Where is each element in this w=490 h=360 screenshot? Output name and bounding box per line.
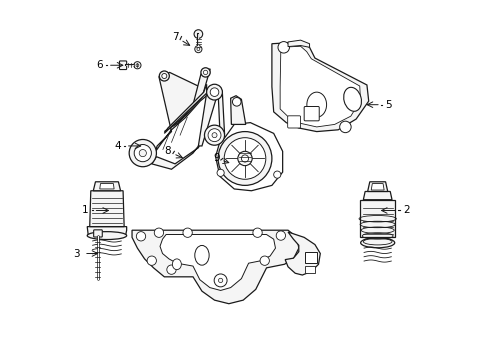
Circle shape bbox=[274, 171, 281, 178]
Circle shape bbox=[276, 231, 286, 240]
Ellipse shape bbox=[361, 238, 395, 248]
Circle shape bbox=[154, 228, 164, 237]
Polygon shape bbox=[164, 84, 207, 134]
Circle shape bbox=[238, 151, 252, 166]
Polygon shape bbox=[361, 200, 395, 237]
Text: 2: 2 bbox=[403, 206, 410, 216]
Circle shape bbox=[129, 139, 156, 167]
Text: 4: 4 bbox=[114, 141, 121, 151]
Circle shape bbox=[210, 88, 219, 96]
Circle shape bbox=[134, 144, 151, 162]
Polygon shape bbox=[87, 226, 126, 235]
FancyBboxPatch shape bbox=[94, 230, 102, 237]
Circle shape bbox=[217, 169, 224, 176]
Circle shape bbox=[253, 228, 262, 237]
Polygon shape bbox=[272, 42, 368, 132]
Circle shape bbox=[208, 129, 221, 141]
Ellipse shape bbox=[343, 87, 362, 111]
Circle shape bbox=[224, 138, 266, 179]
Circle shape bbox=[340, 121, 351, 133]
Text: 5: 5 bbox=[385, 100, 392, 110]
FancyBboxPatch shape bbox=[120, 61, 126, 69]
Circle shape bbox=[197, 48, 200, 50]
Text: 8: 8 bbox=[165, 146, 171, 156]
Ellipse shape bbox=[172, 259, 181, 270]
Ellipse shape bbox=[307, 92, 326, 117]
Polygon shape bbox=[280, 46, 361, 127]
FancyBboxPatch shape bbox=[288, 116, 300, 128]
Circle shape bbox=[136, 64, 139, 67]
Polygon shape bbox=[160, 234, 275, 291]
Text: 9: 9 bbox=[213, 153, 220, 163]
Polygon shape bbox=[100, 184, 114, 189]
Polygon shape bbox=[371, 184, 384, 190]
Circle shape bbox=[136, 231, 146, 241]
Polygon shape bbox=[153, 72, 211, 157]
Polygon shape bbox=[152, 134, 204, 169]
Text: 7: 7 bbox=[172, 32, 178, 41]
Text: 6: 6 bbox=[97, 60, 103, 70]
Ellipse shape bbox=[195, 246, 209, 265]
Circle shape bbox=[134, 62, 141, 69]
Circle shape bbox=[194, 30, 203, 39]
Circle shape bbox=[218, 132, 272, 185]
Circle shape bbox=[207, 84, 222, 100]
Polygon shape bbox=[305, 266, 315, 273]
Polygon shape bbox=[164, 69, 210, 132]
Circle shape bbox=[242, 155, 248, 162]
Polygon shape bbox=[364, 192, 392, 200]
Polygon shape bbox=[198, 92, 224, 146]
Polygon shape bbox=[93, 182, 121, 191]
Circle shape bbox=[278, 41, 290, 53]
Circle shape bbox=[260, 256, 270, 265]
Circle shape bbox=[139, 149, 147, 157]
Circle shape bbox=[147, 256, 156, 265]
Polygon shape bbox=[288, 40, 310, 47]
Circle shape bbox=[183, 228, 192, 237]
Circle shape bbox=[214, 274, 227, 287]
Circle shape bbox=[232, 98, 241, 106]
Circle shape bbox=[167, 265, 176, 274]
Text: 1: 1 bbox=[82, 206, 89, 216]
FancyBboxPatch shape bbox=[304, 107, 319, 121]
Ellipse shape bbox=[87, 231, 126, 239]
Circle shape bbox=[203, 70, 208, 75]
Circle shape bbox=[204, 125, 224, 145]
Circle shape bbox=[159, 71, 170, 81]
Circle shape bbox=[219, 278, 223, 283]
Circle shape bbox=[162, 73, 167, 78]
Polygon shape bbox=[368, 182, 388, 192]
Polygon shape bbox=[285, 232, 320, 275]
Text: 3: 3 bbox=[73, 248, 80, 258]
Polygon shape bbox=[305, 252, 317, 263]
Circle shape bbox=[212, 133, 217, 138]
Polygon shape bbox=[231, 96, 245, 125]
Circle shape bbox=[195, 45, 202, 53]
Circle shape bbox=[201, 68, 210, 77]
Polygon shape bbox=[132, 230, 299, 304]
Polygon shape bbox=[90, 191, 124, 226]
